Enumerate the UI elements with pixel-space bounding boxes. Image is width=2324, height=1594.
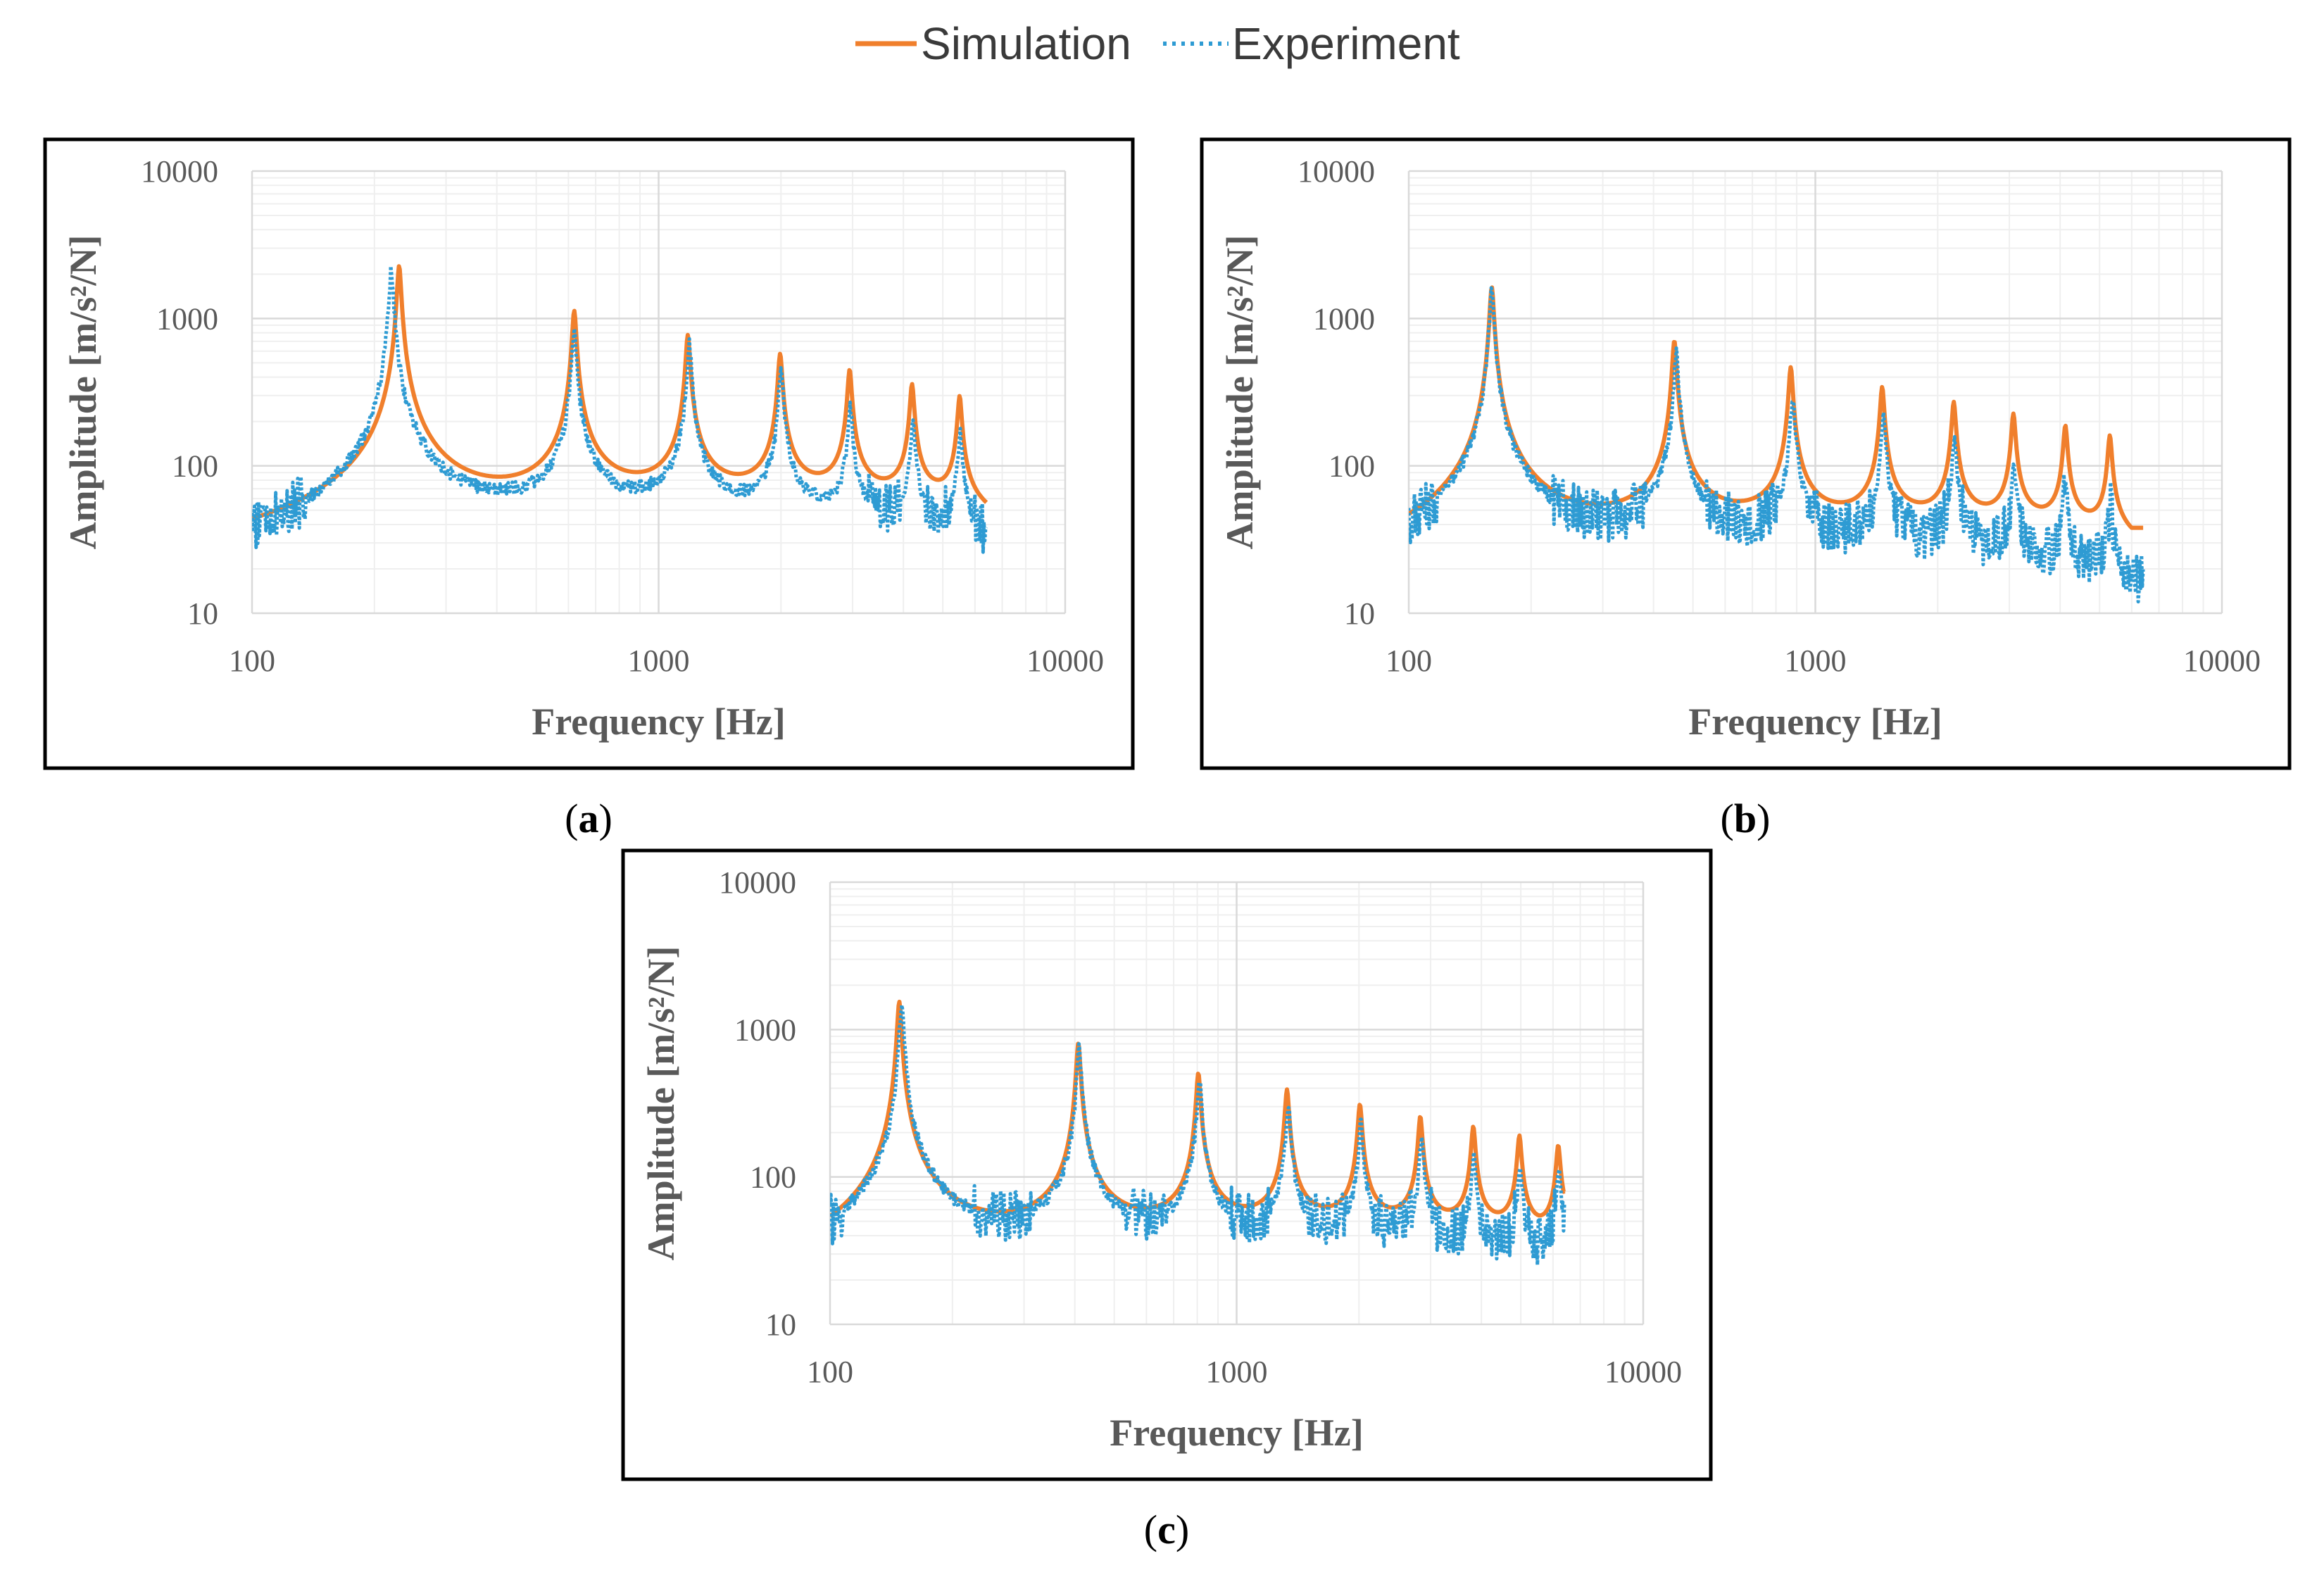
- series-experiment-line: [830, 1003, 1566, 1267]
- grid: [829, 881, 1645, 1326]
- panel-c-label: (c): [1144, 1507, 1189, 1552]
- panel-b-chart: 100 1000 10000 10 100 1000 10000 Frequency [Hz]…: [1219, 154, 2261, 743]
- x-tick-label: 10000: [2183, 644, 2261, 678]
- y-tick-label: 10000: [141, 154, 218, 189]
- x-tick-label: 1000: [1206, 1355, 1268, 1389]
- y-tick-label: 1000: [1313, 301, 1375, 336]
- x-axis-title: Frequency [Hz]: [1688, 701, 1942, 743]
- grid: [1407, 170, 2223, 615]
- legend-simulation-label: Simulation: [921, 18, 1131, 69]
- y-axis-title: Amplitude [m/s²/N]: [1219, 235, 1261, 550]
- series-simulation-line: [252, 264, 988, 521]
- legend-experiment-label: Experiment: [1232, 18, 1460, 69]
- x-tick-label: 100: [229, 644, 275, 678]
- y-tick-label: 10: [1344, 596, 1375, 631]
- panel-a-label: (a): [565, 796, 613, 841]
- y-tick-label: 100: [172, 449, 218, 484]
- x-tick-label: 1000: [628, 644, 690, 678]
- panel-c-chart: 100 1000 10000 10 100 1000 10000 Frequency [Hz]…: [640, 865, 1682, 1454]
- y-axis-title: Amplitude [m/s²/N]: [62, 235, 104, 550]
- y-tick-label: 10000: [719, 865, 796, 900]
- panel-a-chart: 100 1000 10000 10 100 1000 10000 Frequency [Hz]…: [62, 154, 1104, 743]
- series-experiment-line: [252, 264, 988, 554]
- y-tick-label: 1000: [734, 1012, 796, 1047]
- legend: Simulation Experiment: [855, 18, 1460, 69]
- x-tick-label: 100: [807, 1355, 853, 1389]
- x-tick-label: 1000: [1785, 644, 1847, 678]
- panel-b: 100 1000 10000 10 100 1000 10000 Frequency [Hz]…: [1200, 137, 2292, 841]
- y-axis-title: Amplitude [m/s²/N]: [640, 946, 682, 1261]
- y-tick-label: 1000: [156, 301, 218, 336]
- y-tick-label: 10000: [1298, 154, 1375, 189]
- x-axis-title: Frequency [Hz]: [532, 701, 785, 743]
- x-tick-label: 10000: [1026, 644, 1104, 678]
- panel-c: 100 1000 10000 10 100 1000 10000 Frequency [Hz]…: [621, 848, 1713, 1552]
- x-tick-label: 100: [1386, 644, 1432, 678]
- y-tick-label: 100: [1329, 449, 1375, 484]
- series-experiment-line: [1409, 286, 2145, 604]
- grid: [251, 170, 1067, 615]
- panel-c-frame: [621, 848, 1713, 1481]
- panel-a: 100 1000 10000 10 100 1000 10000 Frequency [Hz]…: [43, 137, 1135, 841]
- x-tick-label: 10000: [1604, 1355, 1682, 1389]
- panel-b-label: (b): [1721, 796, 1771, 841]
- y-tick-label: 100: [750, 1160, 796, 1195]
- y-tick-label: 10: [187, 596, 218, 631]
- x-axis-title: Frequency [Hz]: [1110, 1412, 1363, 1454]
- y-tick-label: 10: [765, 1307, 796, 1342]
